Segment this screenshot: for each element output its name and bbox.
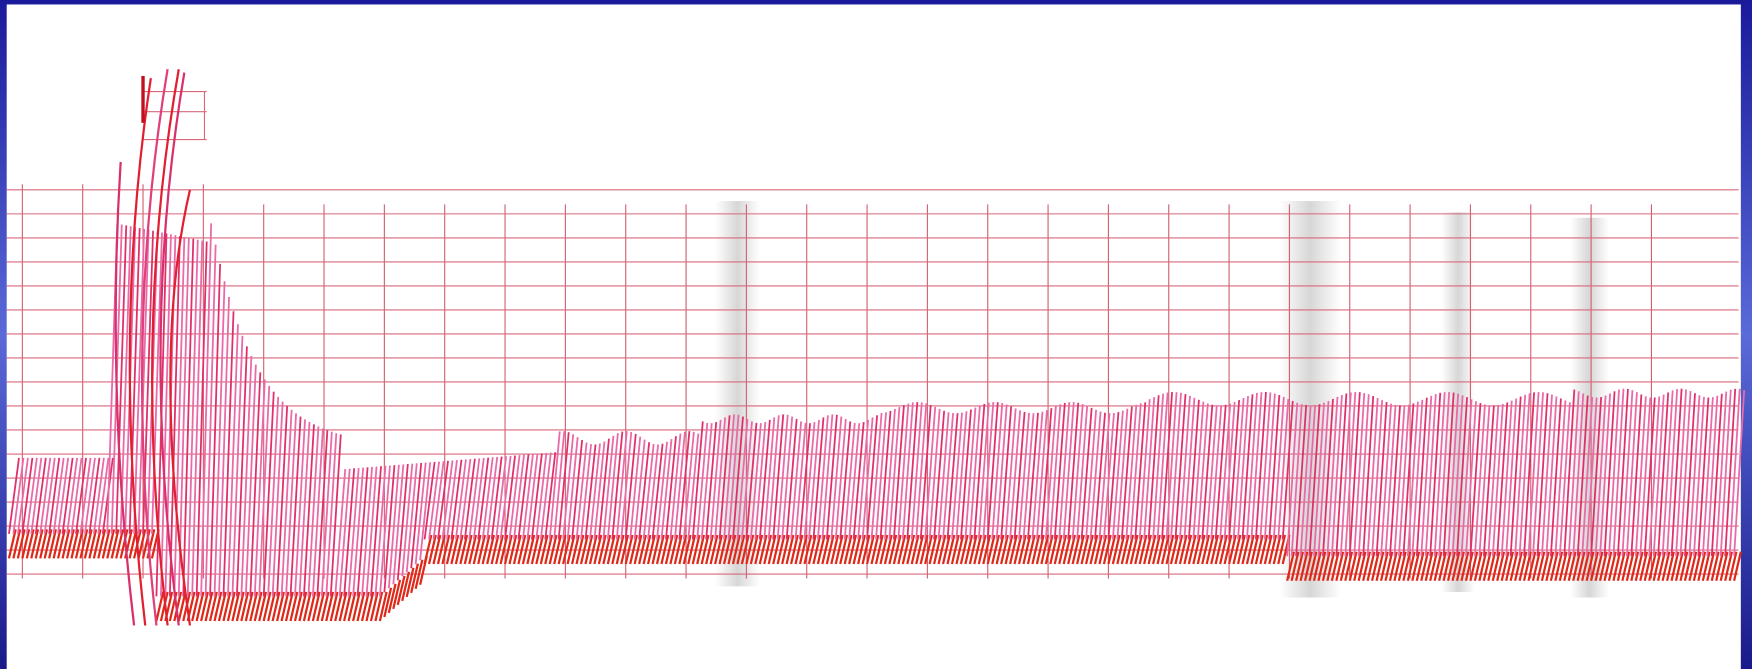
- page: (() => { const ns = 'http://www.w3.org/2…: [0, 0, 1752, 669]
- scan: [0, 0, 1752, 669]
- fold: [715, 201, 760, 586]
- fold: [1570, 218, 1609, 598]
- paper: [7, 4, 1741, 669]
